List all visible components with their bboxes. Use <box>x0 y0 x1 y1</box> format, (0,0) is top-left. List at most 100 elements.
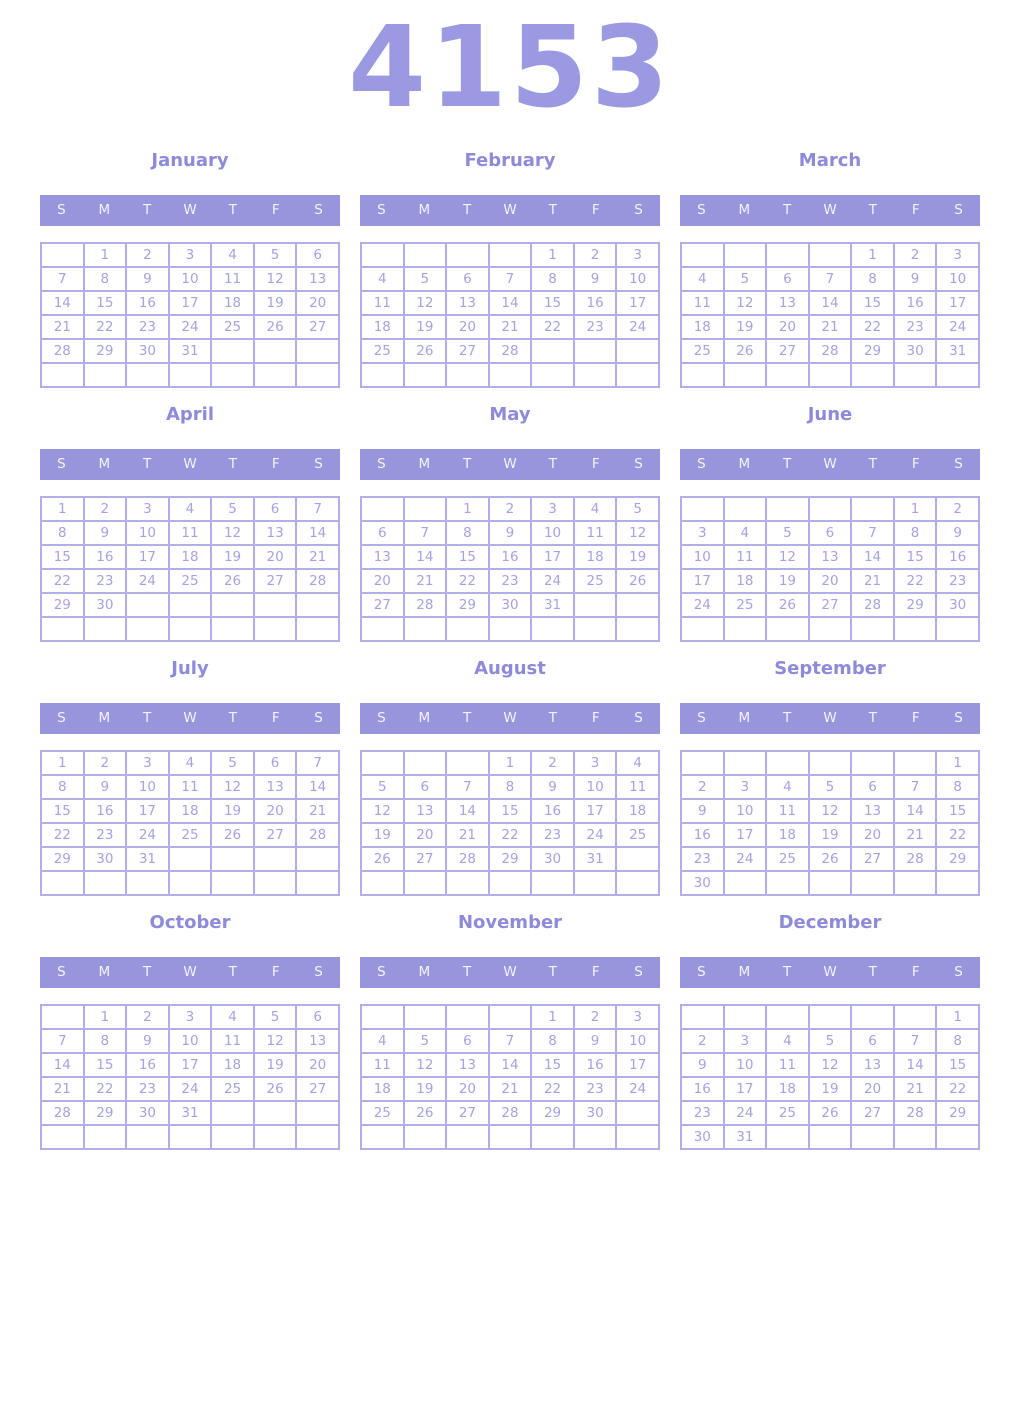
weekday-label: S <box>377 964 386 981</box>
weekday-label: T <box>783 202 792 219</box>
day-cell: 28 <box>295 821 340 848</box>
day-cell: 19 <box>210 543 255 570</box>
day-cell: 2 <box>680 773 725 800</box>
day-cell: 23 <box>680 845 725 872</box>
empty-day-cell <box>487 869 533 896</box>
day-cell: 4 <box>167 749 213 776</box>
day-cell: 18 <box>167 543 213 570</box>
day-cell: 30 <box>572 1099 618 1126</box>
month-grid: 1 2 3 4 5 6 7 8 9 10 11 12 13 14 15 16 17 18 19 20 21 22 23 24 2… <box>40 241 340 388</box>
day-cell: 9 <box>82 773 128 800</box>
day-cell: 3 <box>722 773 768 800</box>
week-row: 4 5 6 7 8 9 10 <box>360 265 660 292</box>
weekday-label: W <box>183 710 197 727</box>
weekday-label: S <box>634 964 643 981</box>
day-cell: 3 <box>572 749 618 776</box>
day-cell: 8 <box>40 519 85 546</box>
day-cell: 15 <box>850 289 895 316</box>
day-cell: 3 <box>167 1003 213 1030</box>
day-cell: 5 <box>360 773 405 800</box>
day-cell: 14 <box>295 519 340 546</box>
day-cell: 30 <box>935 591 980 618</box>
day-cell: 13 <box>252 519 298 546</box>
day-cell: 13 <box>295 265 340 292</box>
weekday-label: S <box>697 202 706 219</box>
empty-day-cell <box>487 1003 533 1030</box>
weekday-label: F <box>591 456 600 473</box>
day-cell: 15 <box>530 289 575 316</box>
empty-day-cell <box>765 495 810 522</box>
empty-day-cell <box>167 869 213 896</box>
day-cell: 9 <box>680 1051 725 1078</box>
week-row <box>360 1123 660 1150</box>
empty-day-cell <box>892 615 938 642</box>
week-row: 1 <box>680 1003 980 1030</box>
month-title: February <box>464 149 556 171</box>
empty-day-cell <box>487 1123 533 1150</box>
empty-day-cell <box>445 869 490 896</box>
month-title: January <box>151 149 229 171</box>
empty-day-cell <box>295 869 340 896</box>
empty-day-cell <box>615 591 660 618</box>
weekday-label: W <box>823 456 837 473</box>
day-cell: 16 <box>572 289 618 316</box>
day-cell: 27 <box>807 591 853 618</box>
week-row: 11 12 13 14 15 16 17 <box>360 1051 660 1078</box>
day-cell: 30 <box>82 845 128 872</box>
day-cell: 15 <box>935 1051 980 1078</box>
week-row: 25 26 27 28 <box>360 337 660 364</box>
day-cell: 6 <box>850 1027 895 1054</box>
weekday-label: S <box>377 710 386 727</box>
day-cell: 5 <box>252 241 298 268</box>
empty-day-cell <box>935 1123 980 1150</box>
week-row: 8 9 10 11 12 13 14 <box>40 519 340 546</box>
empty-day-cell <box>252 591 298 618</box>
weekday-label: T <box>228 710 237 727</box>
day-cell: 22 <box>82 1075 128 1102</box>
day-cell: 24 <box>167 1075 213 1102</box>
day-cell: 11 <box>680 289 725 316</box>
day-cell: 28 <box>402 591 448 618</box>
empty-day-cell <box>445 361 490 388</box>
empty-day-cell <box>680 495 725 522</box>
empty-day-cell <box>40 361 85 388</box>
month-title: August <box>474 657 546 679</box>
day-cell: 1 <box>530 1003 575 1030</box>
day-cell: 23 <box>935 567 980 594</box>
weekday-label: F <box>911 456 920 473</box>
empty-day-cell <box>360 361 405 388</box>
month-may: May S M T W T F S 1 2 3 4 5 6 7 8 9 10 11 12 13 14 15 16 17 18 19 2… <box>360 404 660 642</box>
day-cell: 18 <box>360 313 405 340</box>
month-june: June S M T W T F S 1 2 3 4 5 6 7 8 9 10 11 12 13 14 15 16 17 18 19… <box>680 404 980 642</box>
day-cell: 25 <box>722 591 768 618</box>
empty-day-cell <box>210 869 255 896</box>
weekday-label: S <box>377 456 386 473</box>
day-cell: 18 <box>765 821 810 848</box>
day-cell: 6 <box>295 241 340 268</box>
day-cell: 21 <box>445 821 490 848</box>
day-cell: 23 <box>572 1075 618 1102</box>
day-cell: 25 <box>210 1075 255 1102</box>
empty-day-cell <box>402 1003 448 1030</box>
week-row: 28 29 30 31 <box>40 1099 340 1126</box>
day-cell: 22 <box>530 1075 575 1102</box>
day-cell: 20 <box>252 797 298 824</box>
day-cell: 24 <box>680 591 725 618</box>
weekday-label: W <box>823 964 837 981</box>
week-row: 30 <box>680 869 980 896</box>
day-cell: 23 <box>82 567 128 594</box>
week-row: 14 15 16 17 18 19 20 <box>40 289 340 316</box>
day-cell: 24 <box>722 1099 768 1126</box>
day-cell: 29 <box>892 591 938 618</box>
day-cell: 22 <box>850 313 895 340</box>
day-cell: 7 <box>807 265 853 292</box>
month-grid: 1 2 3 4 5 6 7 8 9 10 11 12 13 14 15 16 17 18 19 20 21 22 23 24 2… <box>360 749 660 896</box>
day-cell: 17 <box>680 567 725 594</box>
day-cell: 5 <box>807 1027 853 1054</box>
day-cell: 24 <box>125 821 170 848</box>
week-row: 7 8 9 10 11 12 13 <box>40 1027 340 1054</box>
day-cell: 21 <box>487 1075 533 1102</box>
empty-day-cell <box>360 749 405 776</box>
day-cell: 22 <box>82 313 128 340</box>
